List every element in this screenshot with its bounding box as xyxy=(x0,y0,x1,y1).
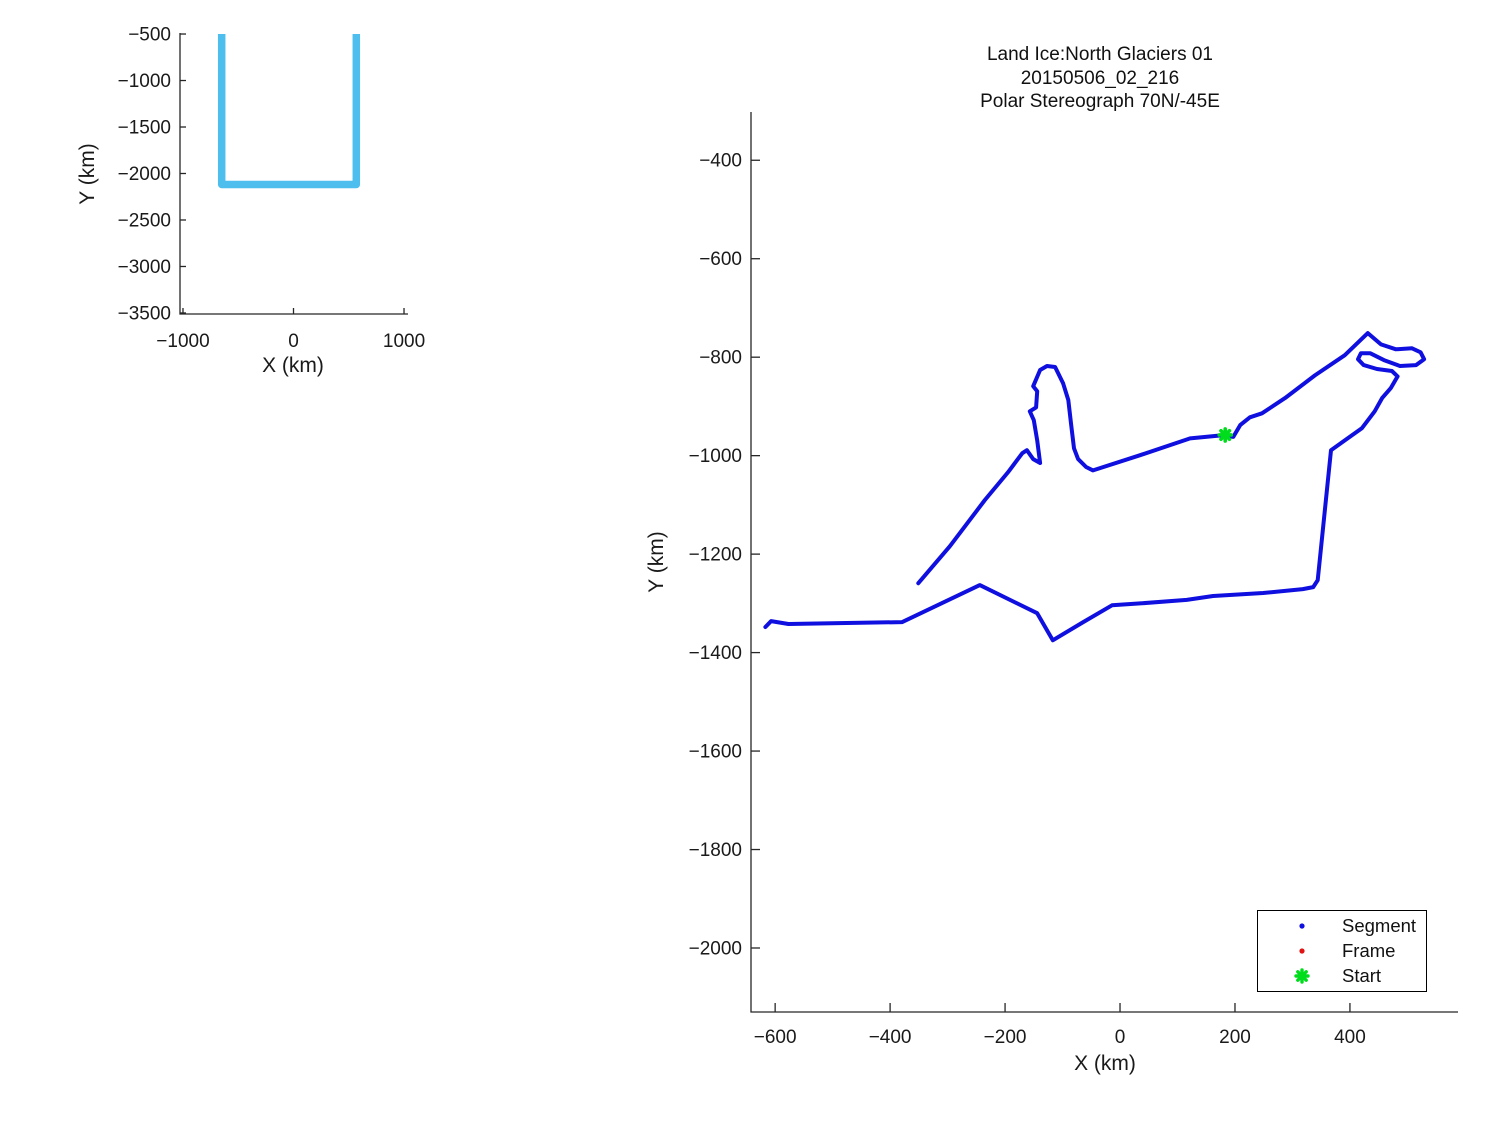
y-tick-label: −1200 xyxy=(689,545,742,566)
y-tick-label: −2000 xyxy=(689,938,742,959)
x-tick-label: −1000 xyxy=(156,331,209,352)
y-tick-label: −500 xyxy=(128,25,171,46)
y-tick-label: −1000 xyxy=(689,446,742,467)
y-tick-label: −3500 xyxy=(118,303,171,324)
inset-y-axis-label: Y (km) xyxy=(76,143,99,205)
title-line-3: Polar Stereograph 70N/-45E xyxy=(980,91,1220,112)
legend-label-frame: Frame xyxy=(1342,940,1396,961)
x-tick-label: −400 xyxy=(869,1027,912,1048)
y-tick-label: −3000 xyxy=(118,257,171,278)
y-tick-label: −800 xyxy=(699,348,742,369)
axis-spines xyxy=(750,112,1458,1013)
legend: Segment Frame Start xyxy=(1257,910,1427,992)
main-x-axis-label: X (km) xyxy=(1074,1052,1136,1075)
legend-item-frame: Frame xyxy=(1258,939,1426,964)
y-tick-label: −1800 xyxy=(689,840,742,861)
legend-item-start: Start xyxy=(1258,964,1426,989)
axis-spines xyxy=(179,33,408,315)
start-burst-icon xyxy=(1294,968,1310,984)
y-tick-label: −1500 xyxy=(118,118,171,139)
title-line-2: 20150506_02_216 xyxy=(1020,67,1180,89)
x-tick-label: 200 xyxy=(1219,1027,1251,1048)
x-tick-label: 1000 xyxy=(383,331,425,352)
title-line-1: Land Ice:North Glaciers 01 xyxy=(986,44,1213,65)
y-tick-label: −600 xyxy=(699,249,742,270)
x-tick-label: −200 xyxy=(984,1027,1027,1048)
y-tick-label: −1000 xyxy=(118,71,171,92)
start-marker xyxy=(1217,427,1234,443)
x-tick-label: 400 xyxy=(1334,1027,1366,1048)
segment-dot-icon xyxy=(1294,918,1310,934)
legend-label-segment: Segment xyxy=(1342,915,1417,936)
y-tick-label: −1600 xyxy=(689,742,742,763)
x-tick-label: 0 xyxy=(1115,1027,1126,1048)
region-outline-line xyxy=(217,34,361,189)
y-tick-label: −400 xyxy=(699,151,742,172)
main-y-axis-label: Y (km) xyxy=(645,531,668,593)
legend-item-segment: Segment xyxy=(1258,914,1426,939)
y-tick-label: −2500 xyxy=(118,210,171,231)
legend-label-start: Start xyxy=(1342,965,1382,986)
x-tick-label: −600 xyxy=(754,1027,797,1048)
main-plot-title: Land Ice:North Glaciers 01 20150506_02_2… xyxy=(750,43,1450,114)
y-tick-label: −1400 xyxy=(689,643,742,664)
Segment-line xyxy=(763,331,1427,643)
x-tick-label: 0 xyxy=(288,331,299,352)
inset-x-axis-label: X (km) xyxy=(262,354,324,377)
y-tick-label: −2000 xyxy=(118,164,171,185)
frame-dot-icon xyxy=(1294,943,1310,959)
